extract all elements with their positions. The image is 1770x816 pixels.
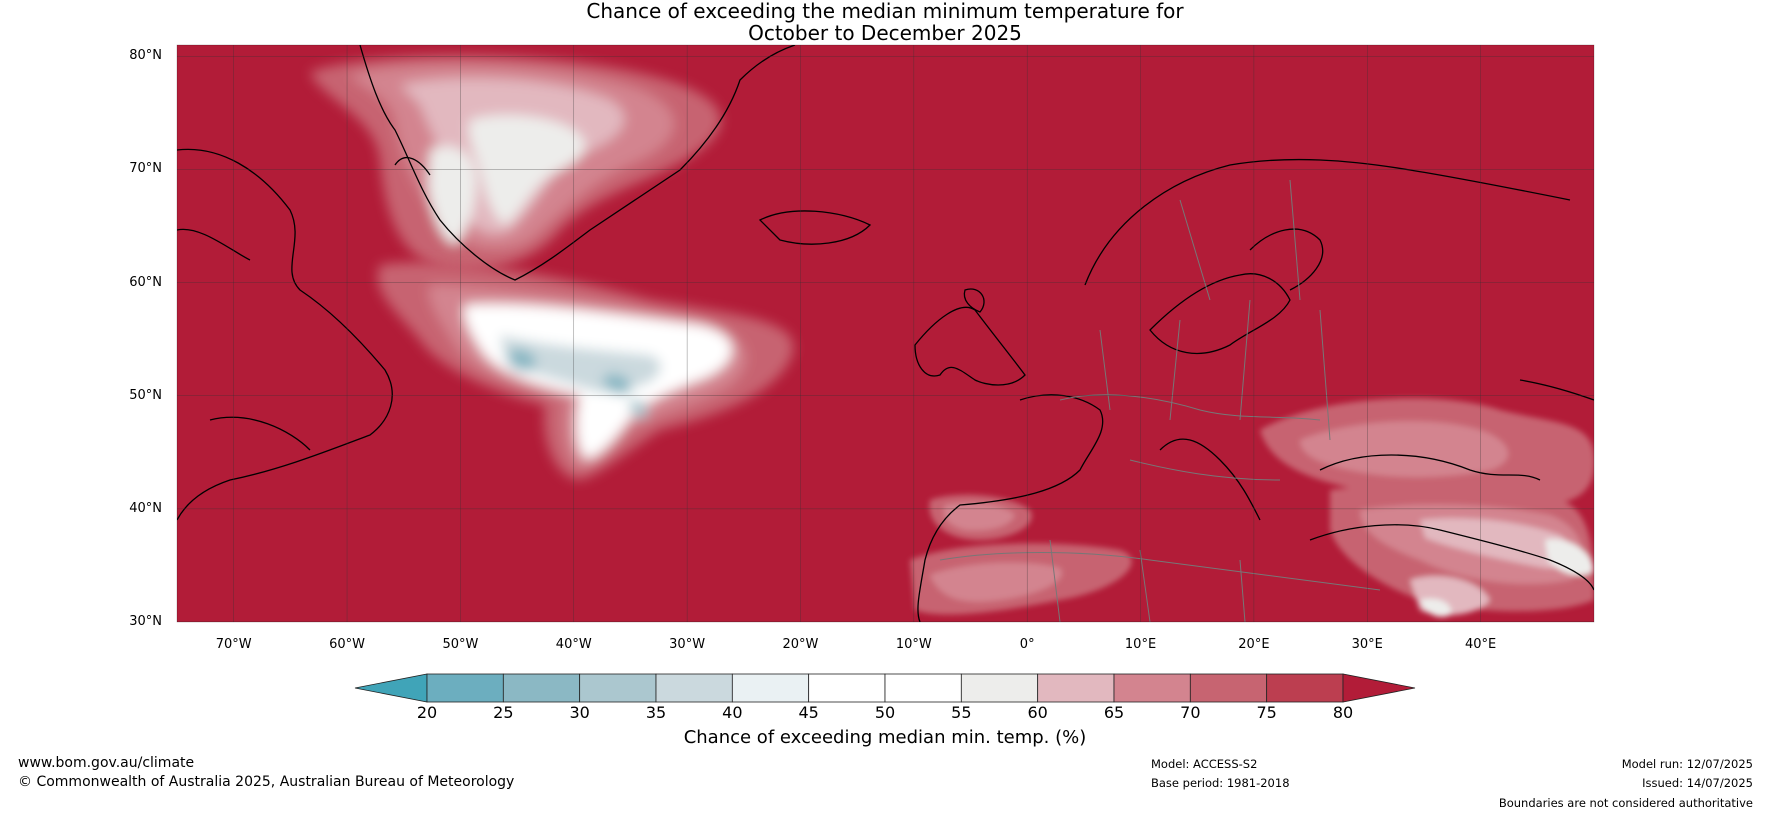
colorbar-extend-low <box>354 673 428 703</box>
colorbar-tick-label: 55 <box>951 703 972 722</box>
colorbar-tick-label: 35 <box>645 703 667 722</box>
lon-tick-label: 50°W <box>442 637 479 652</box>
atlantic-anomaly <box>377 262 794 480</box>
colorbar-tick-label: 60 <box>1027 703 1048 722</box>
lon-tick-label: 0° <box>1019 637 1035 652</box>
lon-tick-label: 30°E <box>1351 637 1383 652</box>
colorbar-segment <box>1037 673 1115 703</box>
lon-tick-label: 10°E <box>1124 637 1157 652</box>
footer-model: Model: ACCESS-S2 <box>1151 757 1258 771</box>
colorbar-label: Chance of exceeding median min. temp. (%… <box>683 727 1087 748</box>
lon-tick-label: 40°W <box>555 637 592 652</box>
map-title-line-2: October to December 2025 <box>748 21 1022 45</box>
colorbar-tick-label: 20 <box>416 703 438 722</box>
colorbar <box>354 673 1416 703</box>
lat-tick-label: 40°N <box>129 500 162 516</box>
colorbar-segment <box>808 673 886 703</box>
mediterranean-anomaly <box>910 398 1594 617</box>
lat-tick-label: 60°N <box>129 274 162 290</box>
colorbar-segment <box>884 673 962 703</box>
colorbar-extend-high <box>1342 673 1416 703</box>
colorbar-segment <box>579 673 657 703</box>
footer-url: www.bom.gov.au/climate <box>18 755 195 771</box>
footer-issued: Issued: 14/07/2025 <box>1642 776 1753 790</box>
footer-disclaimer: Boundaries are not considered authoritat… <box>1498 796 1753 810</box>
lat-tick-label: 70°N <box>129 161 162 177</box>
colorbar-tick-label: 40 <box>722 703 743 722</box>
map-title-line-1: Chance of exceeding the median minimum t… <box>586 0 1184 23</box>
footer-copyright: © Commonwealth of Australia 2025, Austra… <box>18 774 515 790</box>
colorbar-tick-label: 75 <box>1256 703 1277 722</box>
lon-tick-label: 10°W <box>895 637 932 652</box>
lon-tick-label: 20°W <box>782 637 819 652</box>
colorbar-segment <box>426 673 504 703</box>
colorbar-tick-label: 65 <box>1103 703 1125 722</box>
lon-tick-label: 70°W <box>215 637 252 652</box>
lat-tick-label: 30°N <box>129 614 162 629</box>
colorbar-segment <box>1113 673 1191 703</box>
lon-tick-label: 40°E <box>1464 637 1497 652</box>
lat-tick-label: 50°N <box>129 387 162 403</box>
footer-base-period: Base period: 1981-2018 <box>1151 776 1290 790</box>
graticule <box>177 45 1594 622</box>
colorbar-tick-label: 50 <box>874 703 896 722</box>
borders <box>939 179 1381 622</box>
lon-tick-label: 60°W <box>329 637 365 652</box>
colorbar-tick-label: 80 <box>1332 703 1354 722</box>
colorbar-segment <box>960 673 1039 703</box>
colorbar-segment <box>502 673 581 703</box>
lon-tick-label: 20°E <box>1238 637 1270 652</box>
lon-tick-label: 30°W <box>669 637 706 652</box>
colorbar-tick-label: 25 <box>493 703 514 722</box>
colorbar-segment <box>731 673 810 703</box>
colorbar-segment <box>655 673 733 703</box>
footer-model-run: Model run: 12/07/2025 <box>1621 757 1753 771</box>
colorbar-segment <box>1266 673 1344 703</box>
colorbar-tick-label: 70 <box>1180 703 1201 722</box>
colorbar-tick-label: 30 <box>569 703 590 722</box>
map-frame <box>176 44 1595 623</box>
colorbar-tick-label: 45 <box>798 703 819 722</box>
colorbar-segment <box>1189 673 1268 703</box>
lat-tick-label: 80°N <box>129 48 162 64</box>
